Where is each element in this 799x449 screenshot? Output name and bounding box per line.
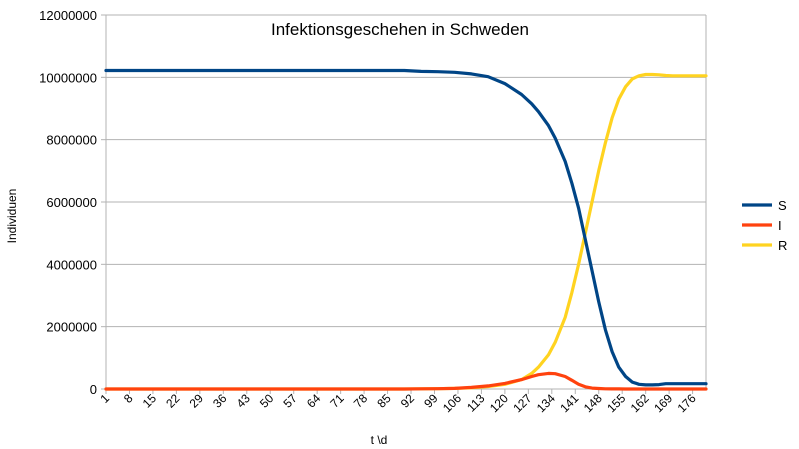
x-tick-label: 8 (121, 391, 136, 406)
x-tick-label: 50 (257, 391, 277, 411)
legend-label-i: I (778, 218, 782, 233)
x-tick-label: 36 (210, 391, 230, 411)
x-axis-label: t \d (371, 433, 388, 447)
series-line-r (104, 72, 708, 391)
x-tick-label: 22 (163, 391, 183, 411)
x-tick-label: 134 (534, 391, 558, 415)
y-tick-label: 4000000 (46, 257, 97, 272)
legend-label-s: S (778, 198, 787, 213)
x-tick-label: 106 (440, 391, 464, 415)
x-tick-label: 71 (327, 391, 347, 411)
legend: SIR (742, 198, 787, 253)
chart-title: Infektionsgeschehen in Schweden (271, 20, 529, 39)
x-tick-label: 92 (398, 391, 418, 411)
x-tick-label: 29 (187, 391, 207, 411)
x-tick-label: 141 (557, 391, 581, 415)
x-axis-ticks: 1 8 15 22 29 36 43 50 57 64 71 78 85 92 99 106 113 120 127… (97, 389, 699, 415)
x-tick-label: 162 (628, 391, 652, 415)
x-tick-label: 15 (140, 391, 160, 411)
y-tick-label: 10000000 (39, 70, 97, 85)
y-tick-label: 6000000 (46, 195, 97, 210)
legend-label-r: R (778, 238, 787, 253)
y-tick-label: 2000000 (46, 320, 97, 335)
x-tick-label: 1 (97, 391, 112, 406)
y-axis-ticks: 0 2000000 4000000 6000000 8000000 10000000 120… (39, 8, 97, 397)
x-tick-label: 155 (604, 391, 628, 415)
x-tick-label: 57 (280, 391, 300, 411)
series-line-i (104, 371, 708, 391)
y-tick-label: 8000000 (46, 133, 97, 148)
x-tick-label: 85 (374, 391, 394, 411)
x-tick-label: 120 (487, 391, 511, 415)
x-tick-label: 64 (304, 391, 324, 411)
x-tick-label: 99 (421, 391, 441, 411)
x-tick-label: 127 (510, 391, 534, 415)
x-tick-label: 78 (351, 391, 371, 411)
x-tick-label: 148 (581, 391, 605, 415)
y-axis-label: Individuen (5, 189, 19, 244)
x-tick-label: 176 (675, 391, 699, 415)
x-tick-label: 113 (464, 391, 488, 415)
series-line-s (104, 68, 708, 387)
x-tick-label: 169 (651, 391, 675, 415)
series-lines (104, 68, 708, 391)
x-tick-label: 43 (234, 391, 254, 411)
y-tick-label: 0 (90, 382, 97, 397)
y-tick-label: 12000000 (39, 8, 97, 23)
